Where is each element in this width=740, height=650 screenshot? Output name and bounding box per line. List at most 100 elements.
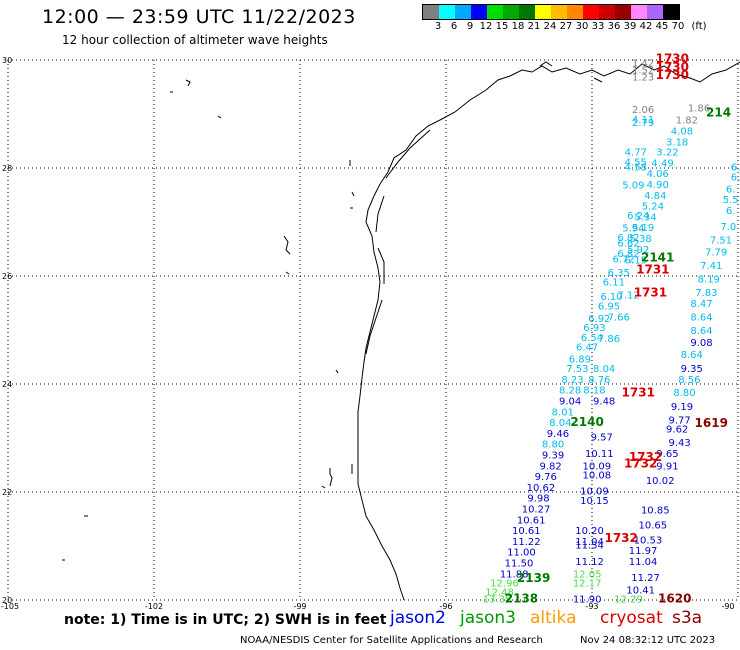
swh-value: 12.29 xyxy=(614,595,643,606)
swh-value: 6. xyxy=(731,172,740,183)
swh-value: 11.90 xyxy=(573,595,602,606)
colorbar-tick-label: 24 xyxy=(543,21,557,32)
swh-value: 9.91 xyxy=(656,461,678,472)
colorbar-tick-label: 45 xyxy=(655,21,669,32)
swh-value: 11.50 xyxy=(505,559,534,570)
swh-value: 9.48 xyxy=(593,397,615,408)
swh-value: 6. xyxy=(726,206,736,217)
colorbar-tick-label: 6 xyxy=(450,21,458,32)
swh-value: 6.89 xyxy=(569,354,591,365)
pass-time-label: 1620 xyxy=(658,592,691,606)
swh-value: 11.04 xyxy=(575,537,604,548)
colorbar-tick-label: 18 xyxy=(511,21,525,32)
swh-value: 10.09 xyxy=(583,461,612,472)
colorbar-swatch xyxy=(567,5,583,19)
swh-value: 8.01 xyxy=(552,407,574,418)
swh-value: 9.04 xyxy=(559,397,581,408)
swh-value: 8.76 xyxy=(588,375,610,386)
swh-value: 10.65 xyxy=(639,521,668,532)
swh-value: 13.35 xyxy=(483,595,512,606)
swh-value: 6.11 xyxy=(603,278,625,289)
lat-tick-label: 20 xyxy=(2,596,12,605)
swh-value: 6.62 xyxy=(617,238,639,249)
swh-value: 10.08 xyxy=(583,471,612,482)
swh-value: 6.10 xyxy=(600,292,622,303)
swh-value: 5.24 xyxy=(642,202,664,213)
lon-tick-label: -99 xyxy=(293,602,306,611)
small-features xyxy=(62,61,603,561)
swh-value: 10.61 xyxy=(517,515,546,526)
swh-value: 2.06 xyxy=(632,105,654,116)
colorbar-tick-label: 9 xyxy=(466,21,474,32)
colorbar-tick-label: 42 xyxy=(639,21,653,32)
swh-value: 10.02 xyxy=(646,476,675,487)
colorbar-unit: (ft) xyxy=(691,21,707,32)
swh-value: 8.23 xyxy=(561,375,583,386)
swh-value: 4.84 xyxy=(644,191,666,202)
swh-value: 4.08 xyxy=(671,127,693,138)
swh-value: 4.90 xyxy=(647,180,669,191)
swh-value: 8.80 xyxy=(673,388,695,399)
map-subtitle: 12 hour collection of altimeter wave hei… xyxy=(62,33,328,47)
swh-value: 9.35 xyxy=(681,364,703,375)
swh-value: 10.53 xyxy=(634,535,663,546)
swh-value: 7.0 xyxy=(720,222,736,233)
pass-time-label: 1730 xyxy=(656,60,689,74)
colorbar-swatch xyxy=(583,5,599,19)
swh-value: 7.41 xyxy=(700,261,722,272)
swh-value: 1.52 xyxy=(632,66,654,77)
swh-value: 8.64 xyxy=(690,312,712,323)
colorbar-swatch xyxy=(487,5,503,19)
swh-value: 10.85 xyxy=(641,506,670,517)
colorbar-swatch xyxy=(519,5,535,19)
swh-value: 5.5 xyxy=(723,195,739,206)
lat-tick-label: 24 xyxy=(2,380,12,389)
lon-tick-label: -102 xyxy=(145,602,163,611)
colorbar-swatch xyxy=(615,5,631,19)
timestamp-text: Nov 24 08:32:12 UTC 2023 xyxy=(580,635,716,646)
swh-value: 1.23 xyxy=(632,73,654,84)
colorbar-tick-label: 3 xyxy=(434,21,442,32)
colorbar-tick-label: 36 xyxy=(607,21,621,32)
colorbar-swatch xyxy=(423,5,439,19)
lon-tick-label: -96 xyxy=(439,602,452,611)
swh-value: 9.39 xyxy=(542,451,564,462)
swh-value: 3.18 xyxy=(666,137,688,148)
swh-value: 2.79 xyxy=(632,118,654,129)
swh-value: 6. xyxy=(726,184,736,195)
swh-value: 6.35 xyxy=(608,268,630,279)
swh-value: 4.06 xyxy=(647,169,669,180)
pass-time-label: 1619 xyxy=(695,416,728,430)
swh-value: 8.64 xyxy=(690,326,712,337)
swh-value: 9.08 xyxy=(690,338,712,349)
swh-value: 9.62 xyxy=(666,425,688,436)
swh-value: 6.95 xyxy=(598,301,620,312)
swh-value: 8.47 xyxy=(690,299,712,310)
swh-value: 5.34 xyxy=(634,212,656,223)
swh-value: 8.04 xyxy=(549,418,571,429)
colorbar-tick-label: 12 xyxy=(479,21,493,32)
swh-value: 7.51 xyxy=(710,236,732,247)
swh-value: 7.83 xyxy=(695,288,717,299)
swh-value: 6.72 xyxy=(613,255,635,266)
swh-value: 1.42 xyxy=(632,58,654,69)
swh-value: 9.43 xyxy=(668,438,690,449)
swh-value: 8.56 xyxy=(678,375,700,386)
swh-value: 4.49 xyxy=(651,158,673,169)
lat-tick-label: 30 xyxy=(2,56,12,65)
swh-value: 7.66 xyxy=(608,312,630,323)
swh-value: 4.58 xyxy=(625,163,647,174)
swh-value: 6.82 xyxy=(617,233,639,244)
lon-tick-label: -93 xyxy=(585,602,598,611)
colorbar-tick-label: 39 xyxy=(623,21,637,32)
lat-tick-label: 28 xyxy=(2,164,12,173)
swh-value: 7.53 xyxy=(566,364,588,375)
swh-value: 11.97 xyxy=(629,546,658,557)
swh-value: 10.41 xyxy=(626,586,655,597)
lat-tick-label: 22 xyxy=(2,488,12,497)
pass-time-label: 1731 xyxy=(636,262,669,276)
swh-value: 9.76 xyxy=(535,472,557,483)
axis-labels: 30 28 26 24 22 20-105 -102 -99 -96 -93 -90 xyxy=(1,56,735,611)
swh-value: 10.62 xyxy=(527,483,556,494)
